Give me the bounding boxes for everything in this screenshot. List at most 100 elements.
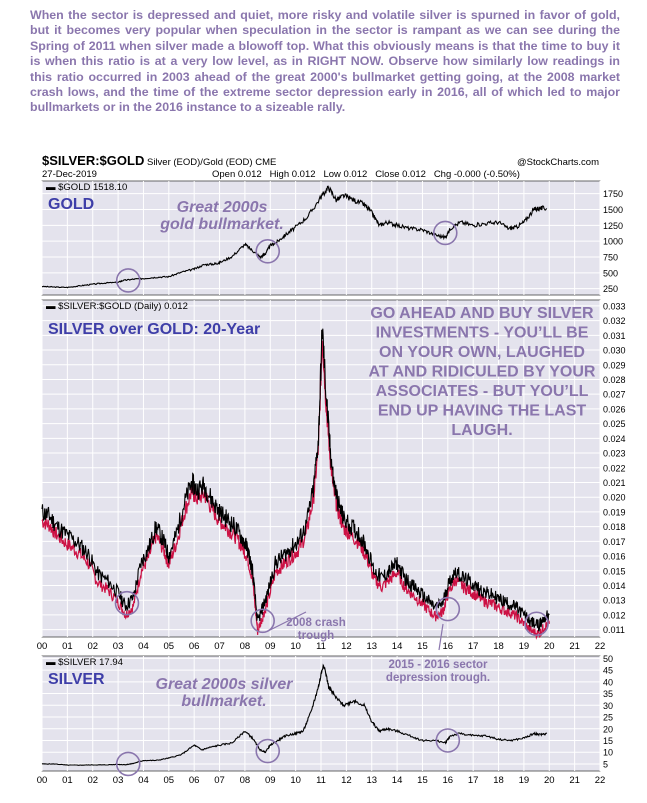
x-tick-label: 19 <box>519 775 530 786</box>
y-tick-label: 0.020 <box>603 493 626 503</box>
y-tick-label: 1750 <box>603 189 623 199</box>
y-tick-label: 0.033 <box>603 301 626 311</box>
chart-source: @StockCharts.com <box>517 157 599 168</box>
pointer-line-2016 <box>438 623 444 651</box>
x-tick-label: 15 <box>417 641 428 652</box>
highlight-circle <box>115 268 141 293</box>
y-tick-label: 0.028 <box>603 375 626 385</box>
x-tick-label: 07 <box>214 641 225 652</box>
x-tick-label: 11 <box>316 641 326 652</box>
x-tick-label: 00 <box>37 775 48 786</box>
highlight-circle <box>435 728 461 753</box>
y-tick-label: 20 <box>603 724 613 734</box>
buy-silver-annotation: GO AHEAD AND BUY SILVER <box>370 305 594 322</box>
highlight-circle <box>250 608 275 634</box>
buy-silver-annotation: END UP HAVING THE LAST <box>378 403 587 420</box>
gold-annotation: Great 2000s <box>177 199 268 216</box>
y-tick-label: 10 <box>603 748 613 758</box>
y-tick-label: 0.026 <box>603 404 626 414</box>
highlight-circle <box>114 590 140 616</box>
x-tick-label: 04 <box>138 775 149 786</box>
y-tick-label: 30 <box>603 701 613 711</box>
legend-label: ▬ $SILVER:$GOLD (Daily) 0.012 <box>46 301 188 312</box>
y-tick-label: 0.023 <box>603 449 626 459</box>
y-tick-label: 0.022 <box>603 463 626 473</box>
y-tick-label: 250 <box>603 284 618 294</box>
y-tick-label: 35 <box>603 689 613 699</box>
x-tick-label: 18 <box>493 775 504 786</box>
x-tick-label: 19 <box>519 641 530 652</box>
panel-title: SILVER over GOLD: 20-Year <box>48 321 260 338</box>
series-line-ratio <box>41 328 550 632</box>
y-tick-label: 0.030 <box>603 346 626 356</box>
highlight-circle <box>115 751 141 777</box>
pointer-line-2008 <box>269 611 307 631</box>
y-tick-label: 1000 <box>603 237 623 247</box>
x-tick-label: 03 <box>113 775 124 786</box>
x-tick-label: 02 <box>87 775 98 786</box>
x-tick-label: 21 <box>569 775 580 786</box>
x-tick-label: 06 <box>189 775 200 786</box>
x-tick-label: 10 <box>290 775 301 786</box>
silver-annotation: Great 2000s silver <box>156 676 294 693</box>
commentary-text: When the sector is depressed and quiet, … <box>30 8 620 115</box>
y-tick-label: 0.031 <box>603 331 626 341</box>
chart-date: 27-Dec-2019 <box>42 169 97 180</box>
y-tick-label: 0.019 <box>603 507 626 517</box>
silver-annotation: bullmarket. <box>181 693 266 710</box>
buy-silver-annotation: INVESTMENTS - YOU’LL BE <box>376 325 589 342</box>
series-line-price <box>41 185 548 289</box>
highlight-circle <box>524 611 549 637</box>
x-tick-label: 16 <box>443 775 454 786</box>
highlight-circle <box>255 738 281 764</box>
x-tick-label: 18 <box>493 641 504 652</box>
x-tick-label: 15 <box>417 775 428 786</box>
y-tick-label: 0.018 <box>603 522 626 532</box>
x-tick-label: 16 <box>443 641 454 652</box>
buy-silver-annotation: AT AND RIDICULED BY YOUR <box>369 364 596 381</box>
y-tick-label: 0.025 <box>603 419 626 429</box>
x-tick-label: 09 <box>265 775 276 786</box>
x-tick-label: 20 <box>544 641 555 652</box>
y-tick-label: 0.013 <box>603 596 626 606</box>
chart-symbol: $SILVER:$GOLD <box>42 153 144 168</box>
y-tick-label: 5 <box>603 759 608 769</box>
x-tick-label: 17 <box>468 775 479 786</box>
buy-silver-annotation: LAUGH. <box>451 422 512 439</box>
x-tick-label: 01 <box>62 775 73 786</box>
chart-ohlc: Open 0.012 High 0.012 Low 0.012 Close 0.… <box>212 169 520 180</box>
y-tick-label: 1250 <box>603 221 623 231</box>
y-tick-label: 25 <box>603 713 613 723</box>
x-tick-label: 14 <box>392 775 403 786</box>
x-tick-label: 21 <box>569 641 580 652</box>
x-tick-label: 00 <box>37 641 48 652</box>
annotation-2016-trough: depression trough. <box>386 672 490 684</box>
x-tick-label: 10 <box>290 641 301 652</box>
y-tick-label: 0.029 <box>603 360 626 370</box>
x-tick-label: 04 <box>138 641 149 652</box>
y-tick-label: 0.012 <box>603 610 626 620</box>
y-tick-label: 0.027 <box>603 390 626 400</box>
y-tick-label: 1500 <box>603 205 623 215</box>
y-tick-label: 0.011 <box>603 625 625 635</box>
y-tick-label: 0.017 <box>603 537 626 547</box>
legend-label: ▬ $GOLD 1518.10 <box>46 182 127 193</box>
highlight-circle <box>435 596 461 622</box>
highlight-circle <box>255 239 281 264</box>
x-tick-label: 09 <box>265 641 276 652</box>
x-tick-label: 17 <box>468 641 479 652</box>
x-tick-label: 02 <box>87 641 98 652</box>
x-tick-label: 05 <box>164 641 175 652</box>
y-tick-label: 15 <box>603 736 613 746</box>
buy-silver-annotation: ASSOCIATES - BUT YOU’LL <box>376 383 589 400</box>
annotation-2016-trough: 2015 - 2016 sector <box>388 659 488 671</box>
x-tick-label: 06 <box>189 641 200 652</box>
x-tick-label: 13 <box>366 641 377 652</box>
x-tick-label: 22 <box>595 775 606 786</box>
y-tick-label: 45 <box>603 666 613 676</box>
highlight-circle <box>432 220 458 246</box>
y-tick-label: 0.014 <box>603 581 626 591</box>
x-tick-label: 14 <box>392 641 403 652</box>
y-tick-label: 50 <box>603 654 613 664</box>
